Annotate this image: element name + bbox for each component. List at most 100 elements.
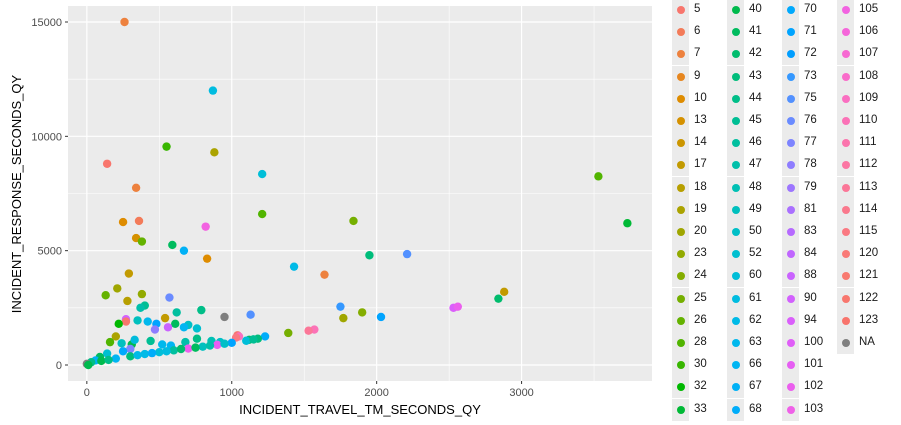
data-point	[172, 308, 181, 317]
legend-item: 101	[782, 354, 838, 377]
legend-swatch	[787, 50, 795, 59]
legend-item: 14	[672, 132, 728, 155]
legend-swatch	[677, 117, 685, 125]
legend-swatch	[787, 228, 795, 236]
legend-key	[727, 287, 744, 310]
legend-label: 25	[694, 291, 707, 304]
data-point	[289, 262, 299, 271]
data-point	[179, 323, 189, 332]
legend-key	[727, 176, 744, 199]
data-point	[168, 240, 177, 250]
legend-swatch	[677, 139, 685, 148]
legend-item: 88	[782, 265, 838, 288]
legend-swatch	[842, 183, 850, 192]
legend-key	[727, 221, 744, 243]
data-point	[205, 341, 215, 350]
legend-key	[672, 176, 689, 199]
legend-key	[727, 110, 744, 132]
legend-key	[782, 176, 799, 199]
legend-swatch	[842, 294, 850, 303]
legend-label: 23	[694, 247, 707, 260]
legend-label: 47	[749, 158, 762, 171]
y-tick-label: 5000	[38, 246, 62, 258]
data-point	[97, 356, 106, 366]
legend-item: 13	[672, 110, 728, 132]
legend-item: 108	[837, 65, 893, 88]
data-point	[160, 313, 170, 323]
data-point	[339, 313, 348, 323]
legend-swatch	[677, 28, 685, 37]
legend-label: 88	[804, 269, 817, 282]
legend-item: 79	[782, 176, 838, 199]
data-point	[336, 302, 345, 311]
legend-swatch	[787, 117, 795, 125]
legend-swatch	[787, 361, 795, 370]
legend-swatch	[787, 139, 795, 148]
legend-label: 109	[859, 91, 879, 104]
data-point	[246, 310, 255, 319]
legend-key	[672, 43, 689, 66]
legend-swatch	[842, 228, 850, 236]
data-point	[257, 169, 267, 179]
data-point	[402, 249, 412, 259]
legend-swatch	[677, 205, 685, 214]
data-point	[171, 319, 180, 329]
legend-key	[837, 309, 854, 332]
legend-item: 100	[782, 332, 838, 354]
legend-item: 48	[727, 176, 783, 199]
legend-swatch	[677, 272, 685, 281]
legend-key	[837, 332, 854, 354]
legend-key	[672, 21, 689, 44]
legend-item: 66	[727, 354, 783, 377]
legend-swatch	[677, 294, 685, 303]
legend-item: 73	[782, 65, 838, 88]
legend-label: 78	[804, 158, 817, 171]
legend-label: 28	[694, 336, 707, 348]
legend-swatch	[677, 228, 685, 236]
legend-key	[782, 154, 799, 177]
legend-item: 114	[837, 198, 893, 221]
data-point	[220, 339, 229, 348]
legend-item: 110	[837, 110, 893, 132]
legend-item: 40	[727, 0, 783, 21]
legend-item: 6	[672, 21, 728, 44]
data-point	[220, 312, 229, 322]
data-point	[594, 172, 603, 181]
data-point	[192, 334, 202, 343]
legend-item: 50	[727, 221, 783, 243]
y-axis-label: INCIDENT_RESPONSE_SECONDS_QY	[9, 74, 24, 313]
data-point	[320, 270, 329, 279]
legend-label: 14	[694, 136, 707, 149]
legend-key	[672, 198, 689, 221]
legend-key	[727, 0, 744, 21]
x-axis: 0 1000 2000 3000	[84, 381, 534, 399]
legend-swatch	[787, 161, 795, 170]
legend-key	[672, 87, 689, 110]
legend-key	[672, 376, 689, 399]
data-point	[123, 296, 132, 306]
legend-item: 26	[672, 309, 728, 332]
legend-key	[727, 43, 744, 66]
data-point	[197, 305, 206, 315]
data-point	[227, 338, 236, 348]
legend-swatch	[787, 183, 795, 192]
legend-label: 107	[859, 47, 879, 60]
legend-label: 111	[859, 136, 877, 149]
legend-key	[837, 21, 854, 44]
legend-swatch	[787, 339, 795, 347]
legend-key	[837, 176, 854, 199]
legend-swatch	[677, 361, 685, 370]
legend-swatch	[732, 383, 740, 392]
legend-item: 78	[782, 154, 838, 177]
data-point	[623, 219, 632, 228]
legend-label: 106	[859, 25, 879, 38]
legend-swatch	[732, 28, 740, 37]
legend-key	[782, 376, 799, 399]
legend-label: 103	[804, 402, 824, 415]
data-point	[169, 346, 178, 355]
legend-swatch	[787, 94, 795, 103]
data-point	[176, 344, 186, 354]
legend-key	[672, 154, 689, 177]
legend-key	[727, 198, 744, 221]
legend-label: 46	[749, 136, 762, 149]
